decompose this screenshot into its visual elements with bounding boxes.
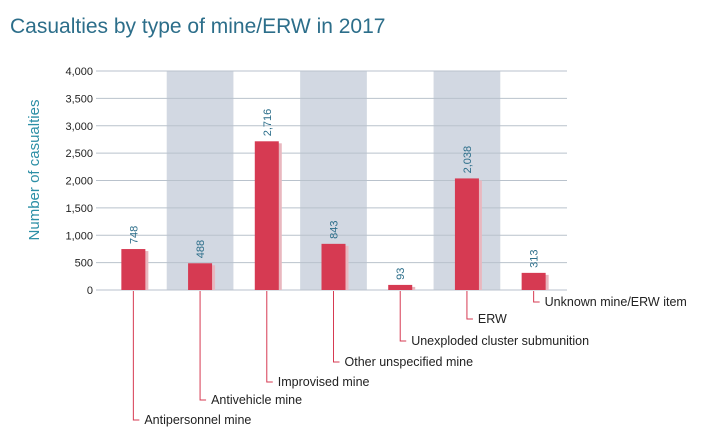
bar	[254, 141, 279, 290]
gridlines	[96, 70, 567, 291]
y-tick-label: 3,000	[65, 121, 93, 133]
bar	[388, 284, 413, 290]
leader-line	[333, 291, 340, 363]
data-label: 2,038	[462, 146, 474, 174]
bar	[454, 178, 479, 290]
y-tick-label: 1,000	[65, 230, 93, 242]
bar	[521, 272, 546, 290]
chart-title: Casualties by type of mine/ERW in 2017	[10, 15, 385, 38]
data-label: 748	[128, 226, 140, 244]
category-leaders	[132, 291, 540, 421]
leader-line	[399, 291, 407, 342]
bar	[188, 263, 213, 290]
y-tick-label: 2,000	[65, 176, 93, 188]
y-axis-label: Number of casualties	[26, 100, 43, 241]
data-label: 313	[529, 250, 541, 268]
category-label: Other unspecified mine	[345, 355, 474, 369]
category-label: ERW	[478, 312, 507, 326]
category-label: Unexploded cluster submunition	[411, 334, 589, 348]
leader-line	[199, 291, 207, 401]
data-label: 93	[395, 268, 407, 280]
y-tick-label: 4,000	[65, 66, 93, 78]
leader-line	[132, 291, 140, 421]
leader-line	[266, 291, 273, 383]
leader-line	[533, 291, 540, 303]
y-tick-label: 500	[75, 258, 93, 270]
category-label: Unknown mine/ERW item	[545, 295, 687, 309]
y-tick-label: 0	[87, 285, 93, 297]
category-label: Antipersonnel mine	[144, 413, 251, 427]
bar	[321, 243, 346, 290]
y-tick-label: 1,500	[65, 203, 93, 215]
leader-line	[466, 291, 473, 320]
y-tick-label: 3,500	[65, 93, 93, 105]
y-axis-ticks: 0 500 1,000 1,500 2,000 2,500 3,000 3,500 4,000	[65, 66, 93, 297]
category-label: Antivehicle mine	[211, 393, 302, 407]
data-label: 488	[195, 240, 207, 258]
category-label: Improvised mine	[278, 375, 370, 389]
bar	[121, 249, 146, 290]
bars: 748 488 2,716 843 93 2,038 313	[121, 109, 549, 290]
category-labels: Antipersonnel mine Antivehicle mine Improv…	[144, 295, 686, 427]
y-tick-label: 2,500	[65, 148, 93, 160]
data-label: 2,716	[262, 109, 274, 137]
data-label: 843	[329, 220, 341, 238]
